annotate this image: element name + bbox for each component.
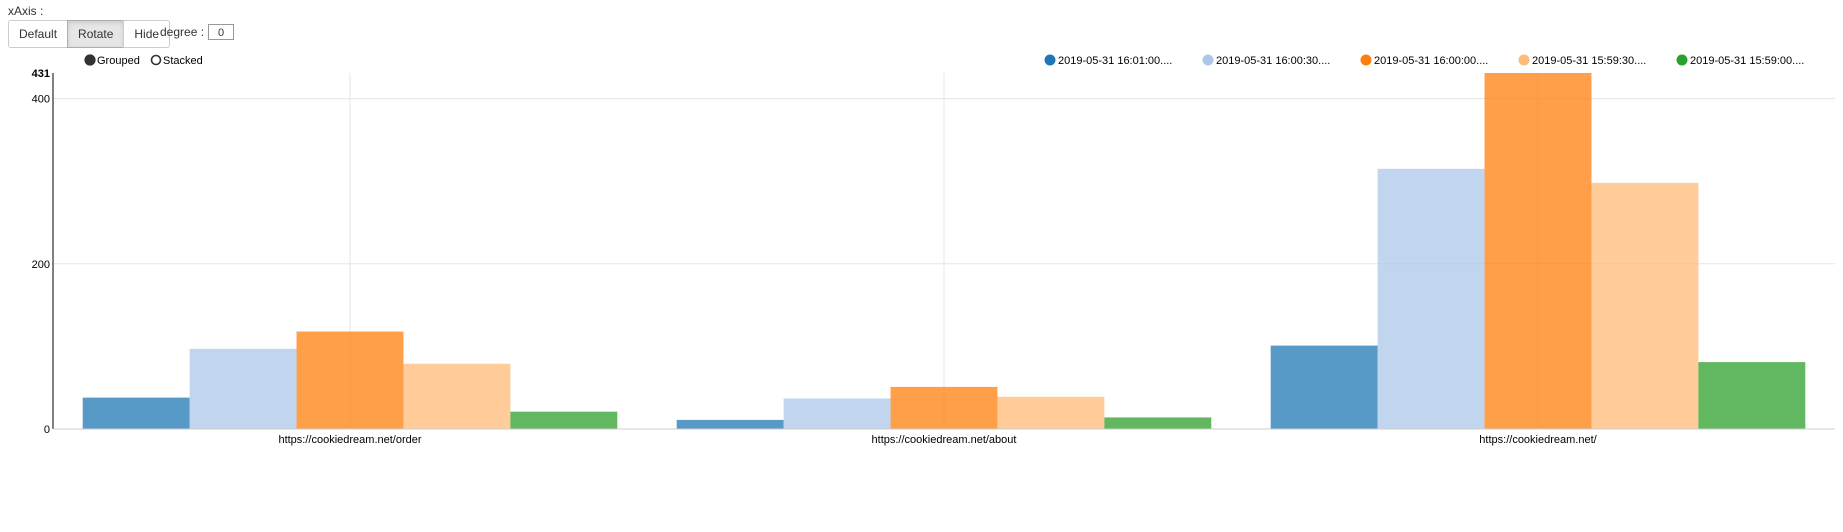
legend-label[interactable]: 2019-05-31 16:01:00....: [1058, 55, 1172, 67]
radio-selected-icon[interactable]: [84, 54, 96, 66]
degree-label: degree :: [160, 25, 205, 39]
legend-label[interactable]: 2019-05-31 16:00:00....: [1374, 55, 1488, 67]
bar[interactable]: [189, 348, 297, 429]
bar[interactable]: [783, 398, 891, 429]
y-tick-label: 200: [32, 259, 50, 271]
default-button[interactable]: Default: [8, 20, 69, 48]
x-tick-label: https://cookiedream.net/order: [278, 434, 421, 446]
bar-chart: 0 200 400 431 https://cookiedream.net/order h…: [32, 54, 1835, 446]
y-tick-label: 0: [44, 424, 50, 436]
bar[interactable]: [1104, 417, 1212, 429]
bar[interactable]: [296, 331, 404, 429]
legend-swatch-icon[interactable]: [1202, 54, 1214, 66]
chart-mode-label[interactable]: Grouped: [97, 55, 140, 67]
y-tick-label: 400: [32, 94, 50, 106]
radio-unselected-icon[interactable]: [150, 54, 162, 66]
legend-label[interactable]: 2019-05-31 16:00:30....: [1216, 55, 1330, 67]
y-tick-label: 431: [32, 68, 50, 80]
legend-swatch-icon[interactable]: [1676, 54, 1688, 66]
bar[interactable]: [510, 411, 618, 429]
bar[interactable]: [82, 397, 190, 429]
legend-swatch-icon[interactable]: [1044, 54, 1056, 66]
x-tick-label: https://cookiedream.net/: [1479, 434, 1597, 446]
bar[interactable]: [1698, 362, 1806, 429]
bar[interactable]: [1591, 182, 1699, 429]
rotate-button[interactable]: Rotate: [67, 20, 125, 48]
degree-control: degree : 0: [160, 24, 235, 40]
legend-swatch-icon[interactable]: [1518, 54, 1530, 66]
chart-mode-label[interactable]: Stacked: [163, 55, 203, 67]
bar[interactable]: [997, 396, 1105, 429]
bar[interactable]: [890, 386, 998, 429]
legend-label[interactable]: 2019-05-31 15:59:00....: [1690, 55, 1804, 67]
legend-swatch-icon[interactable]: [1360, 54, 1372, 66]
xaxis-mode-button-group: Default Rotate Hide: [8, 20, 171, 48]
xaxis-label: xAxis :: [8, 4, 44, 18]
bar[interactable]: [1377, 168, 1485, 429]
legend-label[interactable]: 2019-05-31 15:59:30....: [1532, 55, 1646, 67]
x-tick-label: https://cookiedream.net/about: [872, 434, 1017, 446]
degree-input[interactable]: 0: [208, 24, 235, 40]
bar[interactable]: [1270, 345, 1378, 429]
hide-button[interactable]: Hide: [123, 20, 171, 48]
bar[interactable]: [676, 419, 784, 429]
bar[interactable]: [403, 363, 511, 429]
bar[interactable]: [1484, 73, 1592, 429]
